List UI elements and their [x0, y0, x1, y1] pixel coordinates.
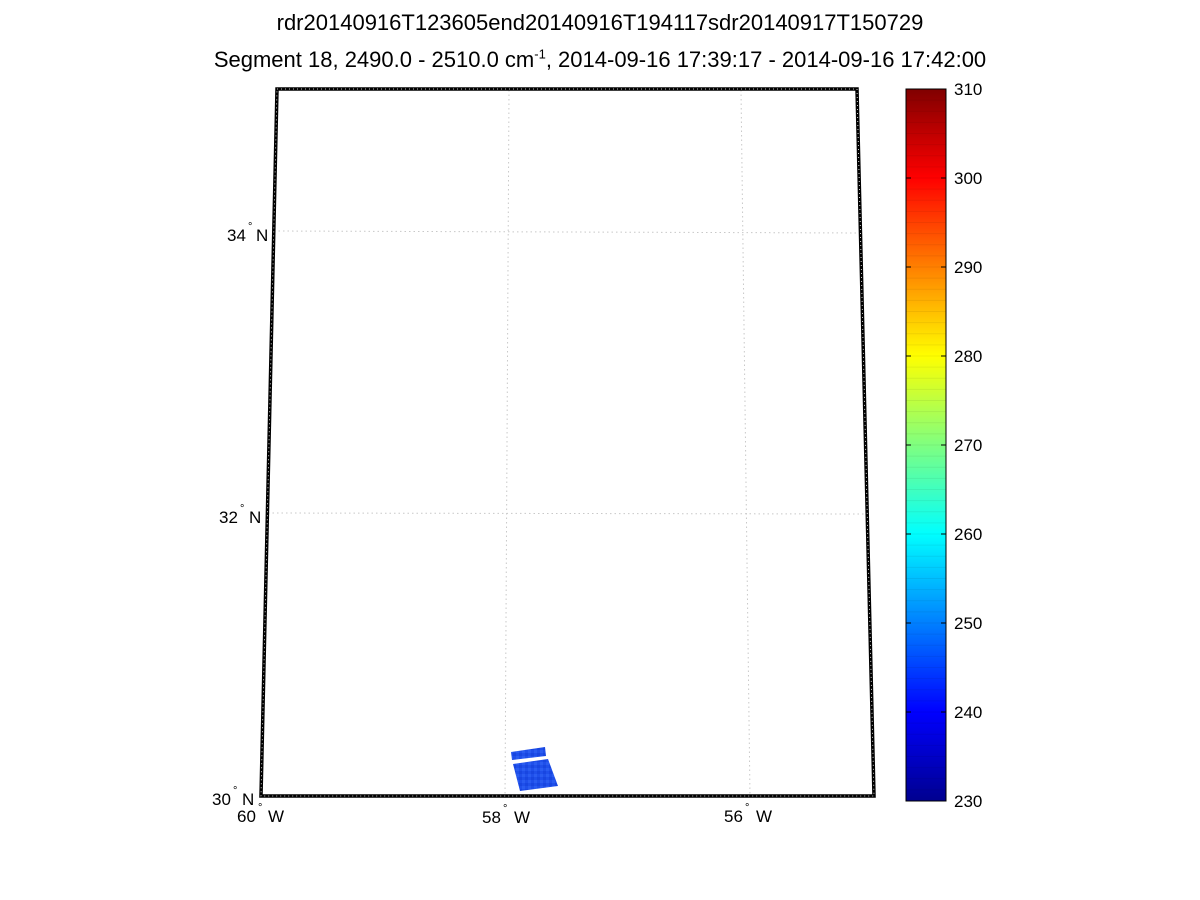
- lon-hemi-58: W: [514, 808, 530, 827]
- lon-hemi-56: W: [756, 807, 772, 826]
- lat-label-34: 34: [227, 226, 246, 245]
- lat-label-30: 30: [212, 790, 231, 809]
- degree-symbol: °: [503, 803, 507, 815]
- meridian-58w: [504, 89, 510, 799]
- colorbar-tick-label: 290: [954, 258, 982, 277]
- subtitle-prefix: Segment 18, 2490.0 - 2510.0 cm: [213, 47, 535, 72]
- degree-symbol: °: [745, 802, 749, 814]
- colorbar-ticks: 310 300 290 280 270 260 250 240 230: [906, 80, 982, 811]
- lon-hemi-60: W: [268, 807, 284, 826]
- degree-symbol: °: [233, 785, 237, 797]
- degree-symbol: °: [258, 802, 262, 814]
- swath-strip-top: [511, 747, 546, 760]
- map-frame-inner: [260, 88, 875, 797]
- colorbar-tick-label: 250: [954, 614, 982, 633]
- lat-hemi-30: N: [242, 790, 254, 809]
- plot-title: rdr20140916T123605end20140916T194117sdr2…: [276, 10, 924, 35]
- lat-label-32: 32: [219, 508, 238, 527]
- plot-subtitle: Segment 18, 2490.0 - 2510.0 cm-1, 2014-0…: [0, 47, 1200, 73]
- lat-hemi-32: N: [249, 508, 261, 527]
- colorbar-tick-label: 270: [954, 436, 982, 455]
- lon-label-58: 58: [482, 808, 501, 827]
- latitude-labels: 34 ° N 32 ° N 30 ° N: [212, 221, 268, 809]
- map-frame: [259, 87, 876, 798]
- colorbar-bands: [906, 99, 946, 791]
- data-swath: [511, 747, 558, 791]
- colorbar-tick-label: 280: [954, 347, 982, 366]
- colorbar-tick-label: 240: [954, 703, 982, 722]
- parallel-32n: [267, 512, 868, 515]
- lon-label-60: 60: [237, 807, 256, 826]
- colorbar-tick-label: 300: [954, 169, 982, 188]
- colorbar: 310 300 290 280 270 260 250 240 230: [905, 80, 982, 811]
- subtitle-suffix: , 2014-09-16 17:39:17 - 2014-09-16 17:42…: [545, 47, 987, 72]
- map-graticule: [267, 89, 868, 799]
- colorbar-tick-label: 310: [954, 80, 982, 99]
- colorbar-tick-label: 260: [954, 525, 982, 544]
- longitude-labels: 60 ° W 58 ° W 56 ° W: [237, 802, 772, 827]
- meridian-56w: [740, 89, 751, 798]
- subtitle-unit-exponent: -1: [534, 46, 546, 62]
- colorbar-tick-label: 230: [954, 792, 982, 811]
- degree-symbol: °: [248, 221, 252, 233]
- lat-hemi-34: N: [256, 226, 268, 245]
- swath-block: [513, 759, 558, 791]
- parallel-34n: [273, 230, 862, 234]
- colorbar-gradient: [906, 89, 946, 801]
- degree-symbol: °: [240, 503, 244, 515]
- lon-label-56: 56: [724, 807, 743, 826]
